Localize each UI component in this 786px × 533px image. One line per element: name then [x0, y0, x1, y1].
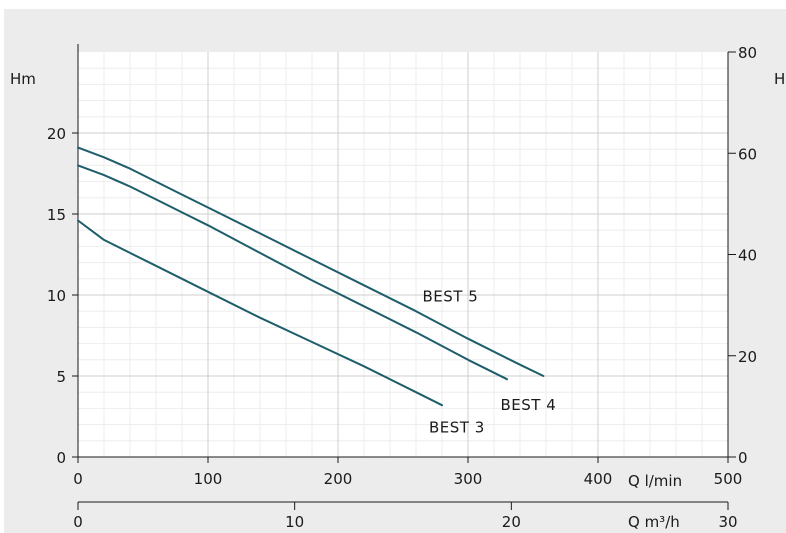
x-tick-label: 400	[584, 470, 613, 488]
y2-tick-label: 80	[738, 44, 757, 62]
x-axis-label: Q l/min	[628, 472, 682, 490]
x-tick-label: 100	[194, 470, 223, 488]
curve-label: BEST 4	[501, 396, 557, 414]
curve-labels: BEST 5 BEST 4 BEST 3	[423, 287, 557, 437]
minor-grid	[78, 52, 728, 457]
series-line-best-5	[77, 146, 545, 377]
x2-axis-label: Q m³/h	[628, 513, 680, 531]
x-tick-label: 0	[73, 470, 83, 488]
x2-tick-label: 20	[502, 513, 521, 531]
y-tick-label: 5	[56, 368, 66, 386]
y2-tick-label: 20	[738, 348, 757, 366]
x2-tick-label: 10	[285, 513, 304, 531]
series-layer	[77, 146, 545, 407]
x2-tick-label: 0	[73, 513, 83, 531]
y-axis-label: Hm	[10, 70, 36, 88]
series-line-best-3	[77, 219, 443, 407]
y-tick-label: 10	[47, 287, 66, 305]
y-tick-label: 20	[47, 125, 66, 143]
y-tick-label: 15	[47, 206, 66, 224]
x-tick-label: 300	[454, 470, 483, 488]
x-tick-label: 500	[714, 470, 743, 488]
y2-tick-label: 60	[738, 145, 757, 163]
plot-area	[78, 52, 728, 457]
curve-label: BEST 5	[423, 287, 479, 305]
x-tick-label: 200	[324, 470, 353, 488]
series-line-best-4	[77, 164, 508, 381]
curve-label: BEST 3	[429, 419, 485, 437]
y2-axis-label: H ft	[774, 70, 786, 88]
y2-tick-label: 40	[738, 247, 757, 265]
y-tick-label: 0	[56, 449, 66, 467]
x2-tick-label: 30	[718, 513, 737, 531]
y2-tick-label: 0	[738, 449, 748, 467]
